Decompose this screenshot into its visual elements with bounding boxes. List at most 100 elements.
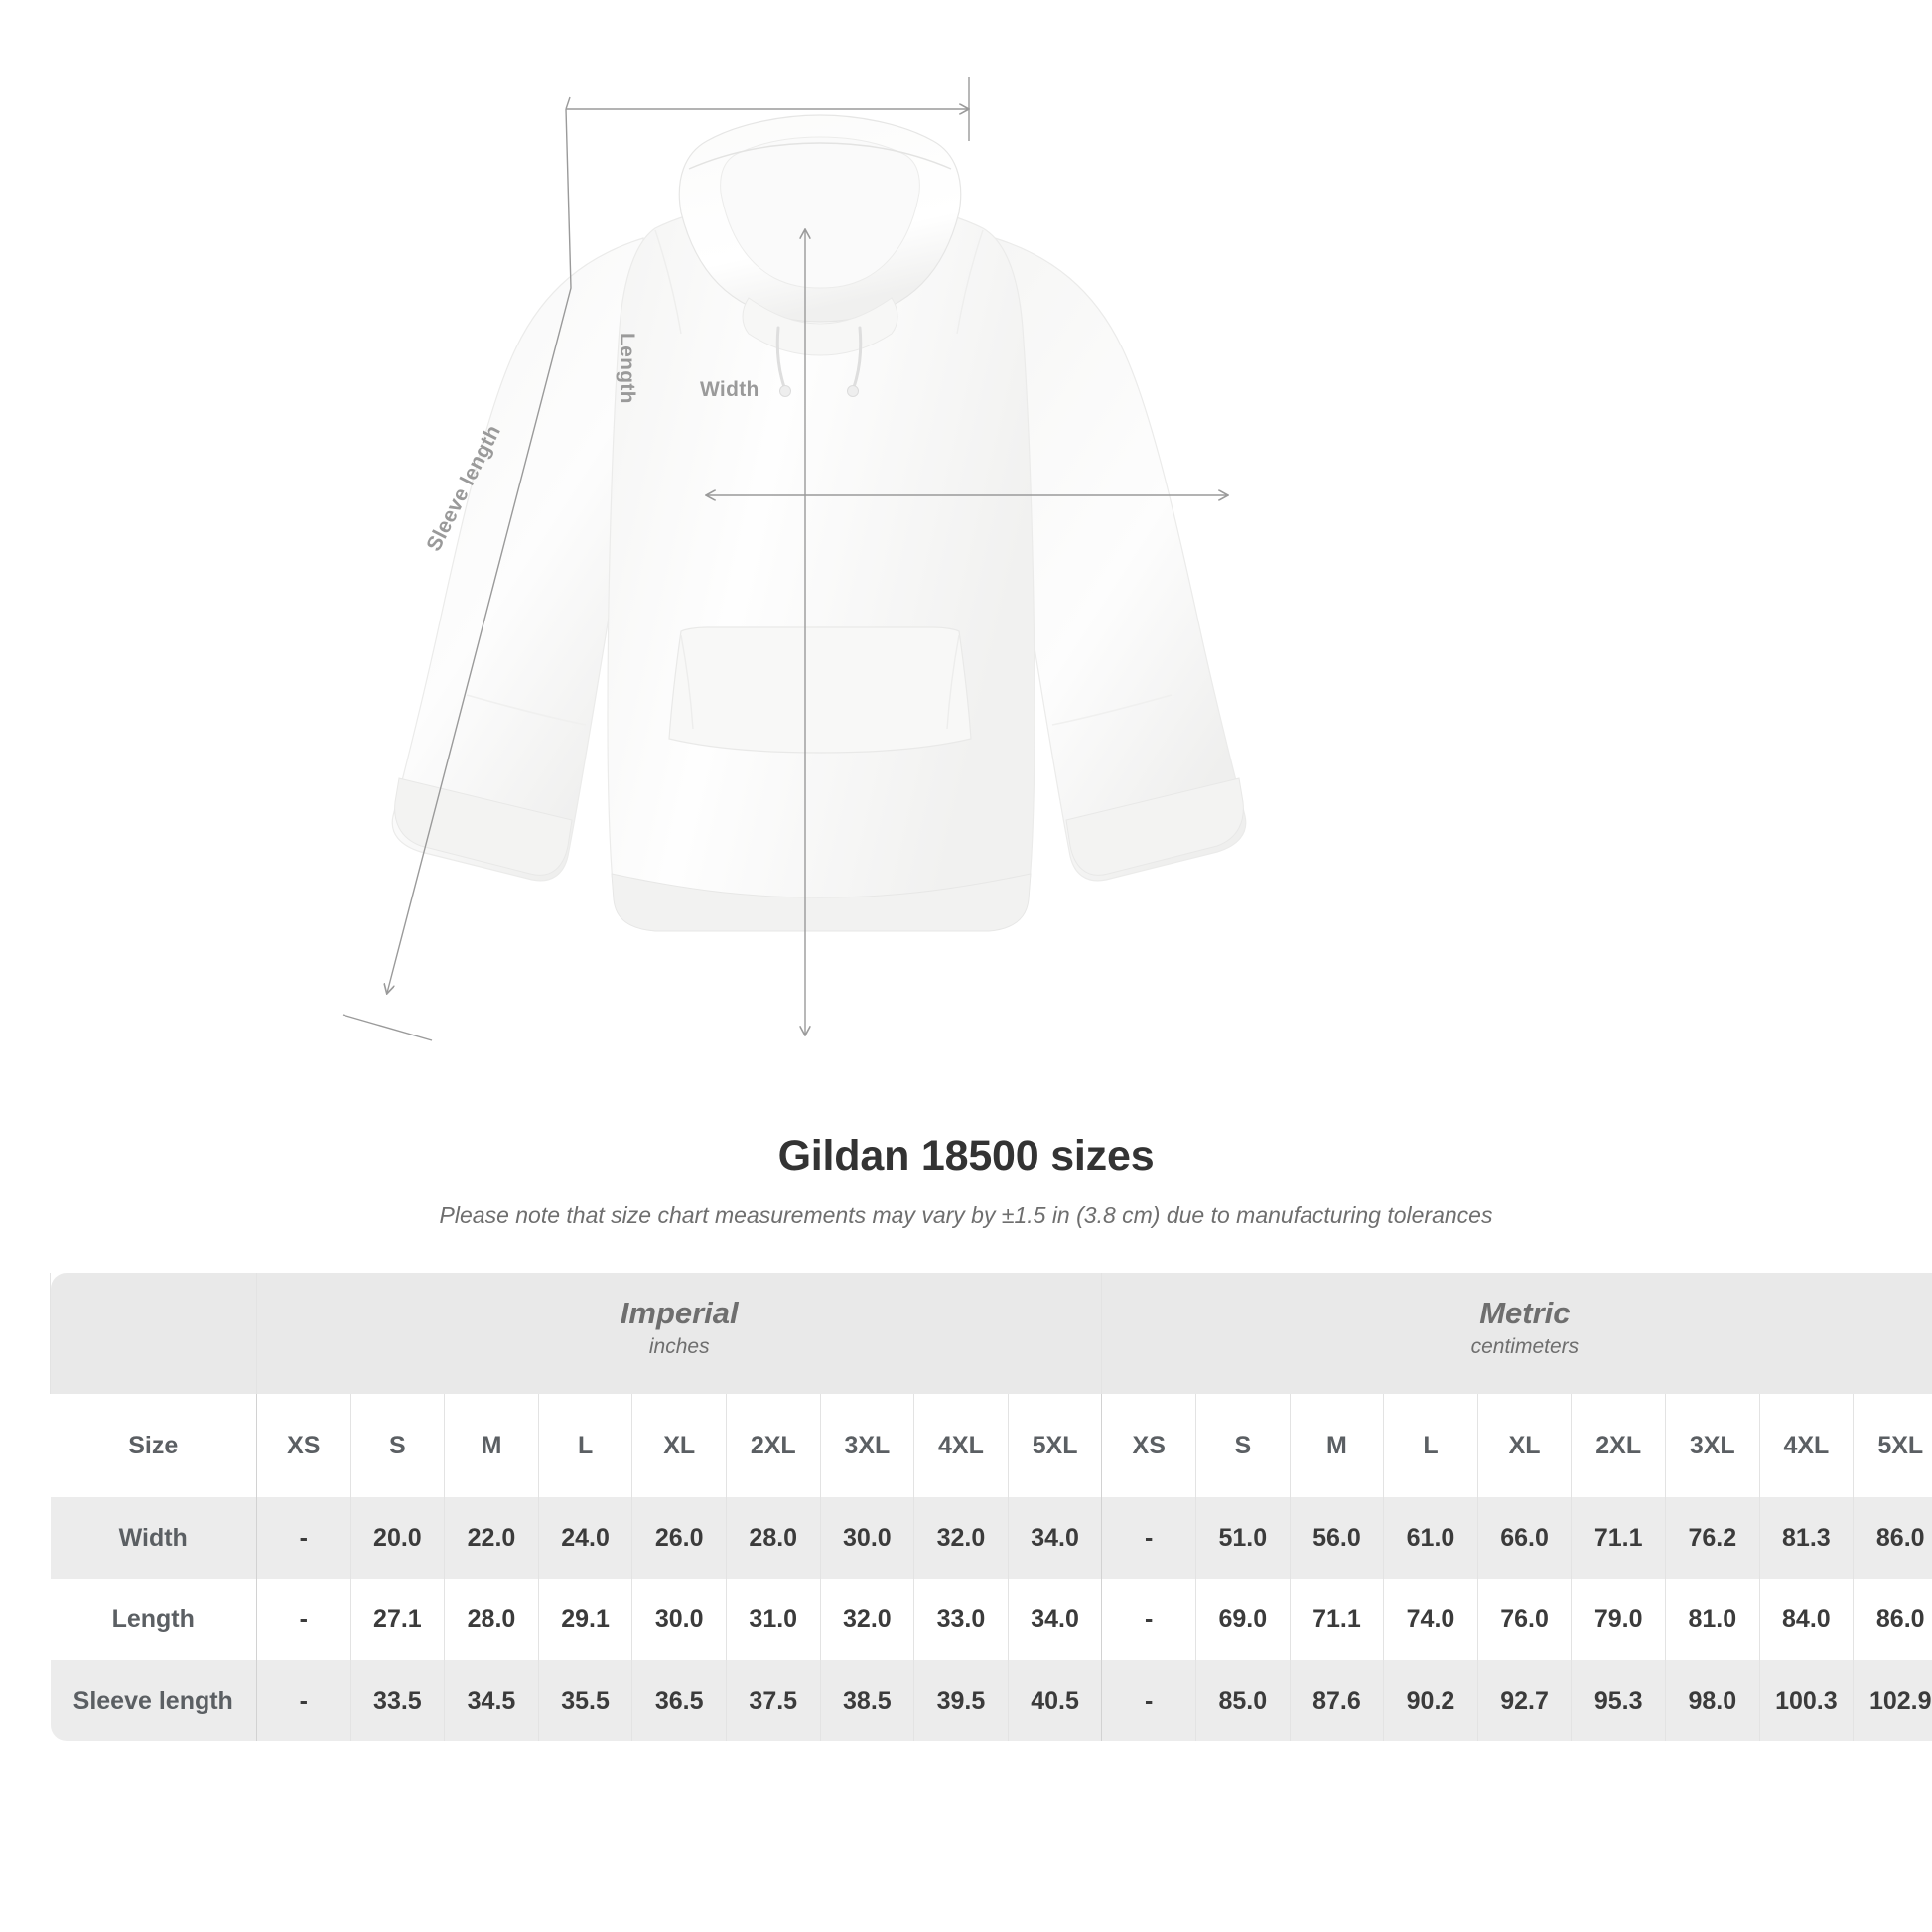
size-header-imperial-5xl: 5XL (1007, 1394, 1102, 1497)
cell-length-imperial-4xl: 33.0 (913, 1579, 1009, 1660)
cell-length-imperial-3xl: 32.0 (819, 1579, 914, 1660)
unit-row-spacer (50, 1273, 257, 1394)
cell-length-imperial-5xl: 34.0 (1007, 1579, 1102, 1660)
size-header-imperial-l: L (537, 1394, 632, 1497)
cell-width-imperial-m: 22.0 (444, 1497, 539, 1579)
cell-width-imperial-4xl: 32.0 (913, 1497, 1009, 1579)
cell-length-metric-3xl: 81.0 (1664, 1579, 1760, 1660)
cell-width-imperial-s: 20.0 (349, 1497, 445, 1579)
size-header-metric-5xl: 5XL (1853, 1394, 1932, 1497)
row-label-sleeve-length: Sleeve length (50, 1660, 257, 1741)
cell-sleeve-length-imperial-5xl: 40.5 (1007, 1660, 1102, 1741)
cell-sleeve-length-imperial-xl: 36.5 (631, 1660, 727, 1741)
length-annotation-label: Length (616, 333, 638, 404)
tolerance-note: Please note that size chart measurements… (439, 1202, 1493, 1228)
cell-width-imperial-2xl: 28.0 (725, 1497, 821, 1579)
cell-length-metric-xs: - (1101, 1579, 1196, 1660)
cell-width-imperial-xs: - (256, 1497, 351, 1579)
cell-sleeve-length-metric-2xl: 95.3 (1571, 1660, 1666, 1741)
size-header-metric-xl: XL (1476, 1394, 1572, 1497)
cell-width-metric-l: 61.0 (1383, 1497, 1478, 1579)
table-row: Width -20.0 22.0 24.0 26.0 28.0 30.0 32.0 34.0-5… (50, 1497, 1932, 1579)
cell-width-metric-2xl: 71.1 (1571, 1497, 1666, 1579)
cell-length-imperial-l: 29.1 (537, 1579, 632, 1660)
cell-length-metric-5xl: 86.0 (1853, 1579, 1932, 1660)
cell-length-imperial-xs: - (256, 1579, 351, 1660)
size-header-metric-3xl: 3XL (1664, 1394, 1760, 1497)
row-label-length: Length (50, 1579, 257, 1660)
cell-width-metric-xs: - (1101, 1497, 1196, 1579)
cell-sleeve-length-metric-3xl: 98.0 (1664, 1660, 1760, 1741)
unit-sub-label: inches (648, 1335, 710, 1359)
size-table-wrapper: Imperial inches Metric centimeters Size XS S M L… (50, 1273, 1932, 1741)
cell-sleeve-length-imperial-4xl: 39.5 (913, 1660, 1009, 1741)
measurement-lines (342, 77, 1227, 1041)
size-header-imperial-s: S (349, 1394, 445, 1497)
cell-sleeve-length-metric-m: 87.6 (1289, 1660, 1384, 1741)
size-header-metric-m: M (1289, 1394, 1384, 1497)
cell-width-metric-5xl: 86.0 (1853, 1497, 1932, 1579)
cell-sleeve-length-metric-xl: 92.7 (1476, 1660, 1572, 1741)
hoodie-illustration: Sleeve length Length Width (342, 77, 1247, 1041)
cell-sleeve-length-imperial-s: 33.5 (349, 1660, 445, 1741)
sleeve-diagonal-line (387, 108, 572, 993)
size-header-imperial-m: M (444, 1394, 539, 1497)
cell-width-metric-s: 51.0 (1195, 1497, 1291, 1579)
cell-length-metric-2xl: 79.0 (1571, 1579, 1666, 1660)
cell-sleeve-length-metric-4xl: 100.3 (1758, 1660, 1854, 1741)
cell-width-metric-m: 56.0 (1289, 1497, 1384, 1579)
cell-sleeve-length-imperial-l: 35.5 (537, 1660, 632, 1741)
table-size-header-row: Size XS S M L XL 2XL 3XL 4XL 5XL XS S M L XL 2XL 3XL 4XL 5… (50, 1394, 1932, 1497)
sleeve-bottom-tick (342, 1014, 433, 1041)
size-header-imperial-3xl: 3XL (819, 1394, 914, 1497)
cell-length-metric-l: 74.0 (1383, 1579, 1478, 1660)
cell-width-metric-xl: 66.0 (1476, 1497, 1572, 1579)
size-header-metric-4xl: 4XL (1758, 1394, 1854, 1497)
cell-sleeve-length-metric-l: 90.2 (1383, 1660, 1478, 1741)
cell-length-imperial-s: 27.1 (349, 1579, 445, 1660)
cell-length-imperial-m: 28.0 (444, 1579, 539, 1660)
table-row: Length -27.1 28.0 29.1 30.0 31.0 32.0 33.0 34.0-… (50, 1579, 1932, 1660)
cell-sleeve-length-imperial-3xl: 38.5 (819, 1660, 914, 1741)
size-header-imperial-2xl: 2XL (725, 1394, 821, 1497)
title-block: Gildan 18500 sizes Please note that size… (0, 1132, 1932, 1229)
cell-length-metric-xl: 76.0 (1476, 1579, 1572, 1660)
size-header-metric-s: S (1195, 1394, 1291, 1497)
cell-width-metric-3xl: 76.2 (1664, 1497, 1760, 1579)
cell-sleeve-length-metric-5xl: 102.9 (1853, 1660, 1932, 1741)
cell-length-metric-s: 69.0 (1195, 1579, 1291, 1660)
unit-header-imperial: Imperial inches (255, 1273, 1102, 1394)
size-header-metric-2xl: 2XL (1571, 1394, 1666, 1497)
cell-length-metric-m: 71.1 (1289, 1579, 1384, 1660)
cell-sleeve-length-imperial-2xl: 37.5 (725, 1660, 821, 1741)
table-unit-header-row: Imperial inches Metric centimeters (50, 1273, 1932, 1394)
size-header-imperial-xs: XS (256, 1394, 351, 1497)
cell-length-metric-4xl: 84.0 (1758, 1579, 1854, 1660)
cell-sleeve-length-imperial-xs: - (256, 1660, 351, 1741)
cell-sleeve-length-metric-s: 85.0 (1195, 1660, 1291, 1741)
size-chart-table: Imperial inches Metric centimeters Size XS S M L… (50, 1273, 1932, 1741)
cell-width-imperial-5xl: 34.0 (1007, 1497, 1102, 1579)
unit-header-metric: Metric centimeters (1101, 1273, 1932, 1394)
cell-width-imperial-l: 24.0 (537, 1497, 632, 1579)
hoodie-diagram-svg (342, 77, 1247, 1041)
row-label-width: Width (50, 1497, 257, 1579)
hoodie-shape (391, 114, 1247, 932)
unit-name-label: Metric (1479, 1296, 1571, 1331)
size-header-imperial-xl: XL (631, 1394, 727, 1497)
page-title: Gildan 18500 sizes (777, 1132, 1155, 1179)
cell-width-imperial-3xl: 30.0 (819, 1497, 914, 1579)
cell-width-metric-4xl: 81.3 (1758, 1497, 1854, 1579)
size-header-imperial-4xl: 4XL (913, 1394, 1009, 1497)
cell-sleeve-length-imperial-m: 34.5 (444, 1660, 539, 1741)
cell-width-imperial-xl: 26.0 (631, 1497, 727, 1579)
unit-sub-label: centimeters (1470, 1335, 1580, 1359)
unit-name-label: Imperial (620, 1296, 739, 1331)
size-header-metric-l: L (1383, 1394, 1478, 1497)
size-header-metric-xs: XS (1101, 1394, 1196, 1497)
table-row: Sleeve length -33.5 34.5 35.5 36.5 37.5 38.5 39… (50, 1660, 1932, 1741)
cell-sleeve-length-metric-xs: - (1101, 1660, 1196, 1741)
cell-length-imperial-xl: 30.0 (631, 1579, 727, 1660)
width-annotation-label: Width (700, 378, 759, 401)
